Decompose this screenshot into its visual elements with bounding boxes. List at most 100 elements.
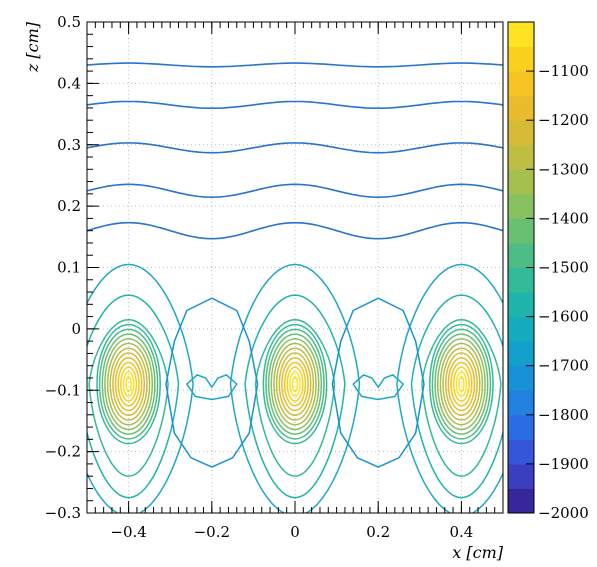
source-ring-contour	[101, 333, 156, 435]
colorbar-tick-label: −1300	[538, 160, 589, 178]
source-ring-contour	[114, 357, 143, 412]
saddle-outer-contour	[165, 297, 259, 468]
source-ring-contour	[442, 347, 481, 421]
source-ring-contour	[275, 347, 315, 421]
colorbar-tick-label: −1700	[538, 357, 589, 375]
source-ring-contour	[444, 352, 478, 416]
y-axis-title: z [cm]	[23, 21, 42, 73]
source-ring-contour	[447, 357, 476, 412]
colorbar-swatch	[508, 71, 534, 97]
flat-contour-line	[87, 62, 503, 68]
y-tick-label: 0.2	[57, 197, 81, 215]
source-lobe-contour	[421, 318, 502, 477]
source-ring-contour	[273, 342, 317, 426]
source-ring-contour	[286, 366, 304, 402]
x-tick-label: −0.2	[194, 523, 230, 541]
source-ring-contour	[112, 352, 146, 416]
source-ring-contour	[265, 328, 325, 440]
x-tick-label: 0	[290, 523, 300, 541]
colorbar-swatch	[508, 267, 534, 293]
colorbar-swatch	[508, 144, 534, 170]
source-ring-contour	[429, 323, 494, 445]
source-lobe-contour	[229, 263, 361, 513]
colorbar-swatch	[508, 439, 534, 465]
flat-contour-line	[87, 183, 503, 199]
colorbar-swatch	[508, 365, 534, 391]
source-lobe-contour	[87, 294, 180, 499]
colorbar-tick-label: −1600	[538, 308, 589, 326]
colorbar-swatch	[508, 390, 534, 416]
colorbar-tick-label: −1800	[538, 406, 589, 424]
x-tick-label: 0.2	[366, 523, 390, 541]
colorbar-swatch	[508, 169, 534, 195]
flat-contour-line	[87, 221, 503, 240]
source-ring-contour	[281, 357, 309, 412]
source-ring-contour	[98, 328, 159, 440]
colorbar-swatch	[508, 488, 534, 514]
source-lobe-contour	[396, 263, 503, 513]
source-ring-contour	[434, 333, 489, 435]
source-lobe-contour	[254, 318, 336, 477]
x-tick-label: 0.4	[449, 523, 473, 541]
contour-lines	[87, 62, 503, 513]
source-ring-contour	[104, 338, 154, 431]
colorbar-tick-label: −2000	[538, 504, 589, 522]
source-lobe-contour	[88, 318, 169, 477]
source-ring-contour	[431, 328, 492, 440]
colorbar-swatch	[508, 46, 534, 72]
source-ring-contour	[262, 323, 328, 445]
colorbar-swatch	[508, 414, 534, 440]
axis-ticks: −0.4 −0.2 0 0.2 0.4 −0.3 −0.2 −0.1 0 0.1 0.2 0.3 0.4…	[45, 13, 504, 541]
x-tick-label: −0.4	[110, 523, 146, 541]
y-tick-label: −0.2	[45, 443, 81, 461]
source-ring-contour	[436, 338, 486, 431]
source-ring-contour	[278, 352, 312, 416]
colorbar: −2000 −1900 −1800 −1700 −1600 −1500 −1400 −1300…	[507, 21, 589, 522]
source-ring-contour	[109, 347, 148, 421]
source-ring-contour	[106, 342, 151, 426]
source-ring-contour	[270, 338, 320, 431]
colorbar-swatch	[508, 242, 534, 268]
colorbar-swatch	[508, 218, 534, 244]
source-ring-contour	[455, 371, 468, 397]
y-tick-label: −0.1	[45, 381, 81, 399]
source-ring-contour	[122, 371, 135, 397]
colorbar-tick-label: −1200	[538, 111, 589, 129]
flat-contour-line	[87, 100, 503, 109]
source-ring-contour	[267, 333, 323, 435]
colorbar-swatch	[508, 463, 534, 489]
colorbar-swatch	[508, 22, 534, 48]
source-ring-contour	[450, 361, 473, 407]
source-ring-contour	[96, 323, 161, 445]
source-ring-contour	[291, 375, 299, 393]
source-lobe-contour	[87, 263, 194, 513]
colorbar-swatch	[508, 120, 534, 146]
source-ring-contour	[117, 361, 140, 407]
source-lobe-contour	[410, 294, 503, 499]
colorbar-swatch	[508, 316, 534, 342]
y-tick-label: 0.1	[57, 259, 81, 277]
colorbar-swatch	[508, 292, 534, 318]
y-tick-label: 0.3	[57, 136, 81, 154]
colorbar-swatch	[508, 193, 534, 219]
source-ring-contour	[120, 366, 138, 402]
colorbar-tick-label: −1900	[538, 455, 589, 473]
colorbar-tick-label: −1100	[538, 62, 589, 80]
source-ring-contour	[439, 342, 484, 426]
source-ring-contour	[283, 361, 307, 407]
source-ring-contour	[289, 371, 301, 397]
source-lobe-contour	[244, 294, 346, 499]
saddle-contour	[185, 374, 238, 401]
colorbar-swatch	[508, 95, 534, 121]
y-tick-label: −0.3	[45, 504, 81, 522]
x-axis-title: x [cm]	[452, 543, 503, 562]
y-tick-label: 0	[71, 320, 81, 338]
colorbar-tick-label: −1500	[538, 259, 589, 277]
flat-contour-line	[87, 142, 503, 154]
source-ring-contour	[452, 366, 470, 402]
y-tick-label: 0.4	[57, 74, 81, 92]
y-tick-label: 0.5	[57, 13, 81, 31]
colorbar-swatch	[508, 341, 534, 367]
saddle-outer-contour	[331, 297, 425, 468]
